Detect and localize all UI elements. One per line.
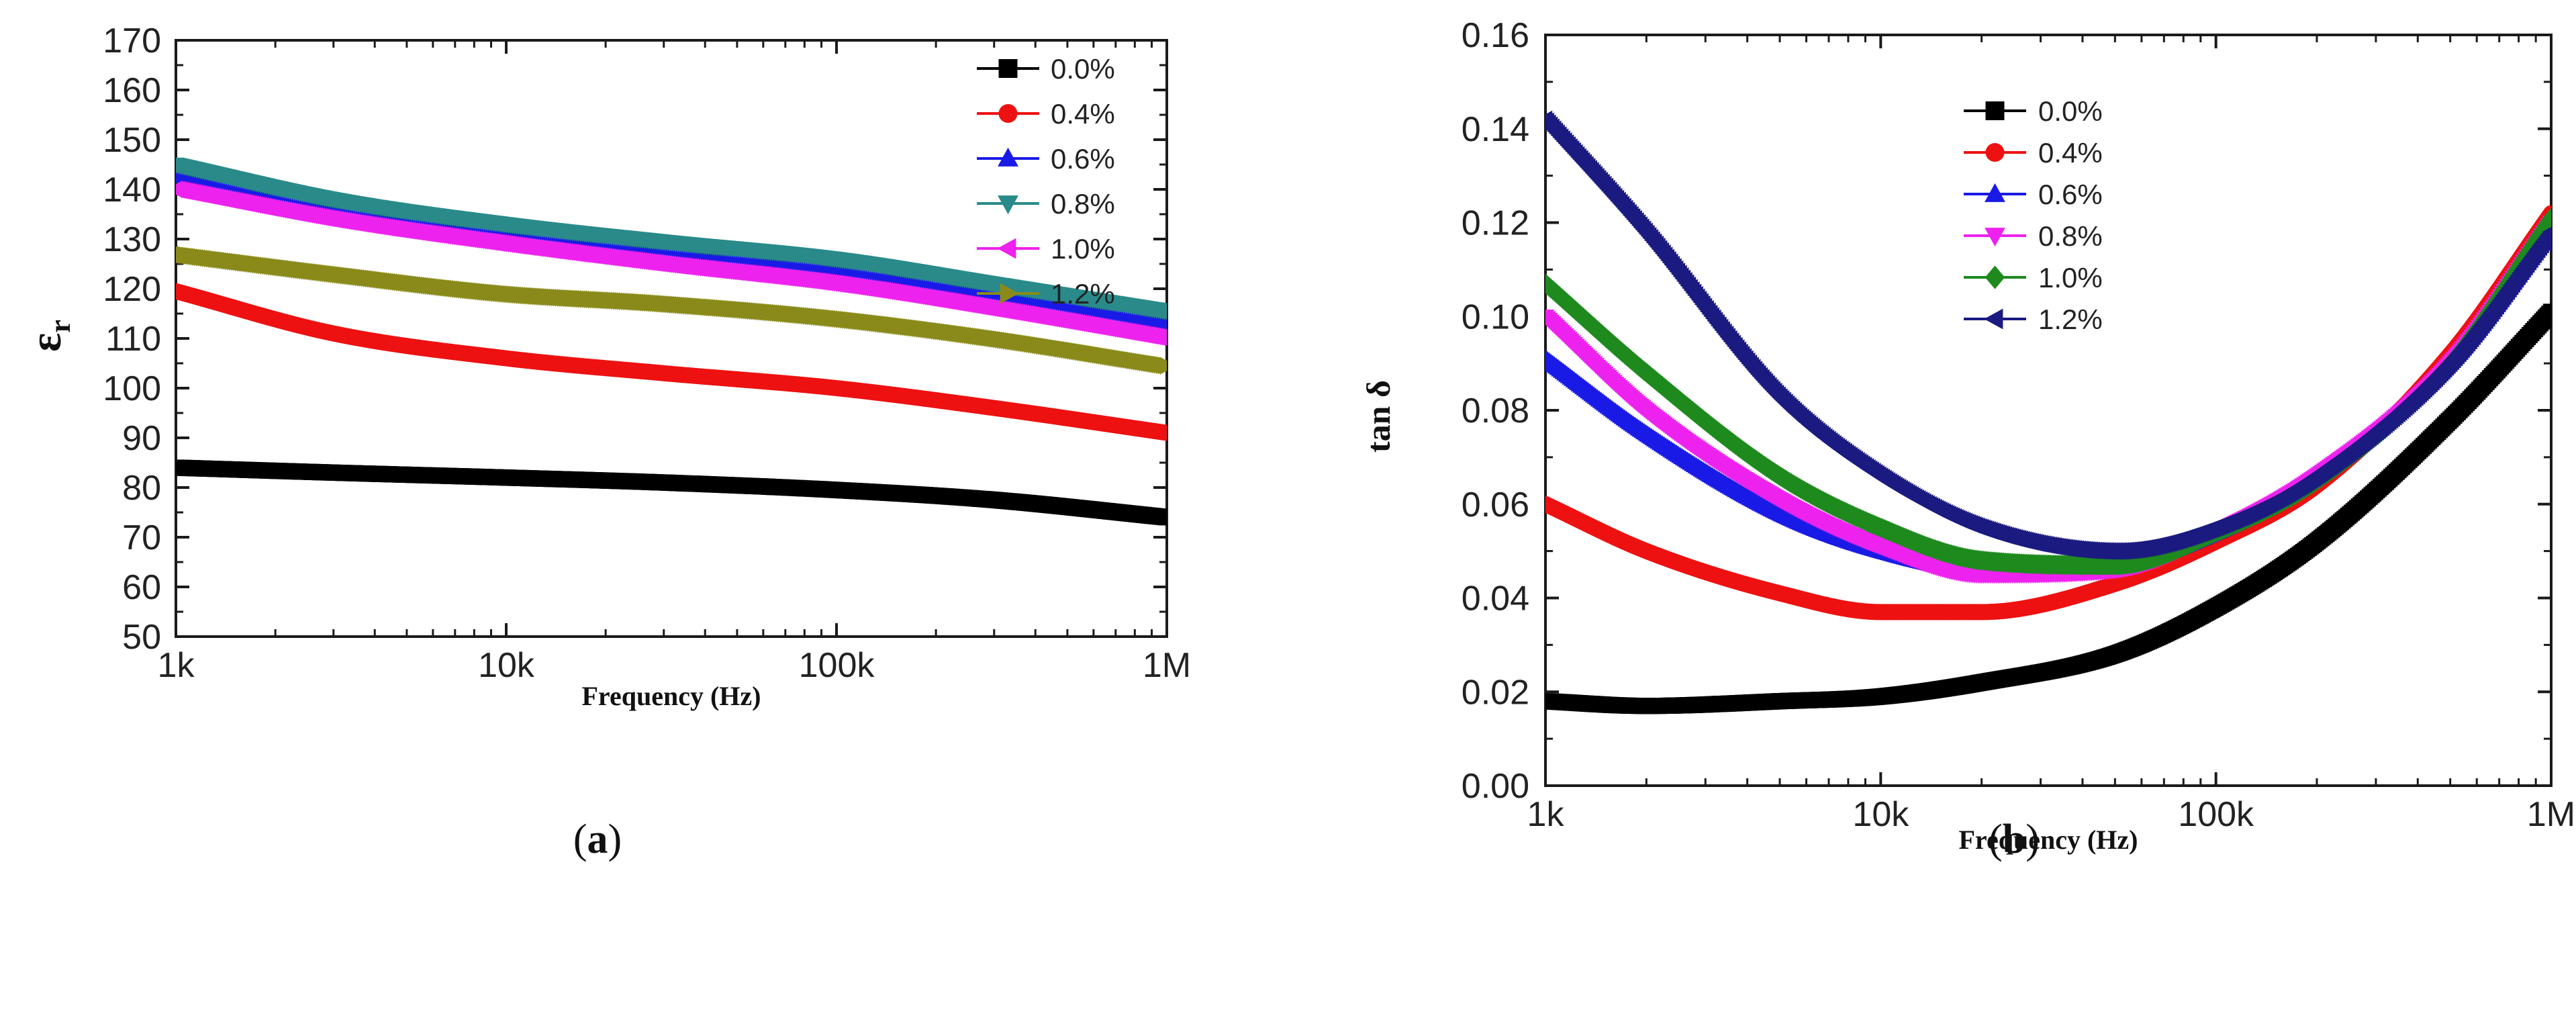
y-tick-label: 0.08 (1462, 391, 1529, 430)
x-tick-label: 1k (158, 646, 195, 685)
legend-item: 0.8% (977, 188, 1115, 220)
legend-label: 1.2% (1051, 278, 1115, 310)
legend-item: 0.0% (977, 53, 1115, 85)
series-1.0% (176, 180, 1167, 347)
legend-item: 0.4% (977, 98, 1115, 130)
x-axis-title: Frequency (Hz) (1959, 825, 2138, 855)
data-point (1159, 509, 1167, 526)
series-0.4% (176, 283, 1167, 441)
x-tick-label: 10k (1852, 795, 1909, 834)
x-tick-label: 1M (2527, 795, 2575, 834)
caption-open-paren: ( (573, 817, 587, 862)
x-axis-title: Frequency (Hz) (582, 681, 761, 711)
series-0.8% (176, 157, 1167, 321)
y-tick-label: 140 (103, 171, 161, 210)
legend-marker (997, 238, 1016, 259)
y-tick-label: 110 (105, 320, 161, 359)
data-point (1159, 424, 1167, 441)
y-tick-label: 0.14 (1462, 110, 1529, 149)
x-tick-label: 100k (799, 646, 875, 685)
data-point (2543, 304, 2551, 320)
data-point (1157, 314, 1167, 330)
y-tick-label: 0.10 (1462, 297, 1529, 336)
plot-area (1545, 110, 2551, 714)
caption-letter: a (587, 817, 608, 862)
y-tick-label: 120 (103, 270, 161, 309)
data-point (1159, 357, 1167, 375)
y-axis-title: tan δ (1359, 380, 1397, 453)
x-tick-label: 1M (1143, 646, 1191, 685)
y-tick-label: 0.00 (1462, 767, 1529, 806)
y-tick-label: 170 (103, 21, 161, 60)
x-tick-label: 100k (2178, 795, 2254, 834)
y-tick-label: 0.06 (1462, 486, 1529, 524)
legend-marker (1000, 283, 1019, 304)
chart-panel-a: 1k 10k 100k 1M 50 60 70 80 90 100 110 120 130 140 150 1… (21, 21, 1191, 862)
legend-marker (998, 195, 1018, 215)
x-tick-label: 1k (1527, 795, 1565, 834)
legend-marker (998, 104, 1018, 123)
series-1.2% (176, 246, 1167, 375)
y-tick-label: 0.16 (1462, 16, 1529, 55)
legend-label: 1.0% (1051, 233, 1115, 265)
legend-item: 1.0% (977, 233, 1115, 265)
y-tick-label: 130 (103, 220, 161, 259)
y-axis-title-subscript: r (44, 320, 77, 333)
data-point (1157, 304, 1167, 321)
caption-close-paren: ) (608, 817, 622, 862)
y-axis-title-main: tan δ (1359, 380, 1397, 453)
y-tick-label: 160 (103, 71, 161, 110)
y-tick-label: 50 (122, 618, 161, 657)
legend: 0.0% 0.4% 0.6% 0.8% 1.0% 1.2% (977, 53, 1115, 310)
x-tick-label: 10k (478, 646, 535, 685)
legend-item: 0.6% (977, 143, 1115, 175)
y-tick-label: 0.02 (1462, 673, 1529, 712)
panel-caption: (a) (573, 817, 622, 862)
legend-label: 0.4% (1051, 98, 1115, 130)
legend-marker (998, 59, 1018, 78)
legend-marker (998, 147, 1018, 167)
legend-label: 0.6% (1051, 143, 1115, 175)
legend-item: 1.2% (977, 278, 1115, 310)
chart-panel-b: 1k 10k 100k 1M 0.00 0.02 0.04 0.06 0.08 0.10 0.12 0… (1359, 16, 2575, 862)
y-tick-label: 90 (122, 419, 161, 458)
plot-area (176, 157, 1167, 526)
y-tick-label: 150 (103, 121, 161, 160)
y-tick-label: 100 (103, 369, 161, 408)
series-line (1545, 310, 2551, 708)
y-axis-title: εr (21, 320, 77, 352)
legend-label: 0.8% (1051, 188, 1115, 220)
y-tick-label: 70 (122, 518, 161, 557)
y-tick-label: 0.04 (1462, 580, 1529, 618)
series-0.0% (1545, 304, 2551, 714)
series-0.0% (176, 459, 1167, 526)
legend-label: 0.0% (1051, 53, 1115, 85)
y-tick-label: 60 (122, 568, 161, 607)
y-tick-label: 0.12 (1462, 204, 1529, 243)
data-point (1157, 333, 1167, 344)
y-axis-title-main: ε (21, 333, 70, 352)
y-tick-label: 80 (122, 469, 161, 508)
